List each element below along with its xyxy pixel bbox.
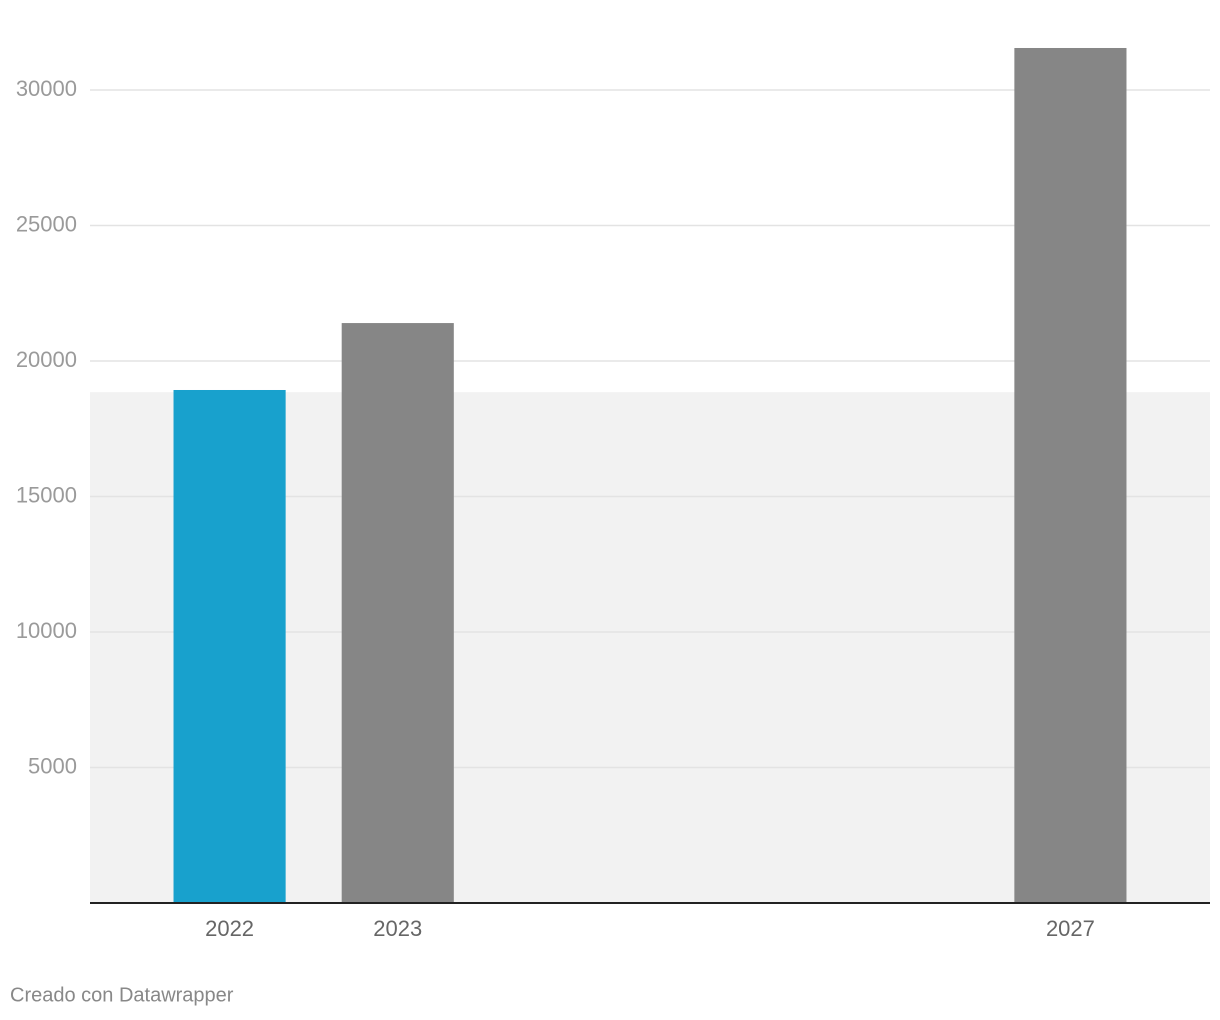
bar [1014, 47, 1127, 904]
y-tick-label: 5000 [28, 753, 77, 778]
x-tick-label: 2027 [1046, 916, 1095, 941]
y-tick-label: 15000 [16, 482, 77, 507]
y-tick-label: 10000 [16, 618, 77, 643]
y-tick-label: 25000 [16, 211, 77, 236]
y-tick-label: 30000 [16, 76, 77, 101]
x-tick-label: 2022 [205, 916, 254, 941]
footer: Creado con Datawrapper [10, 984, 234, 1006]
bar [173, 389, 286, 903]
x-tick-label: 2023 [373, 916, 422, 941]
y-tick-label: 20000 [16, 347, 77, 372]
bar [341, 323, 454, 903]
